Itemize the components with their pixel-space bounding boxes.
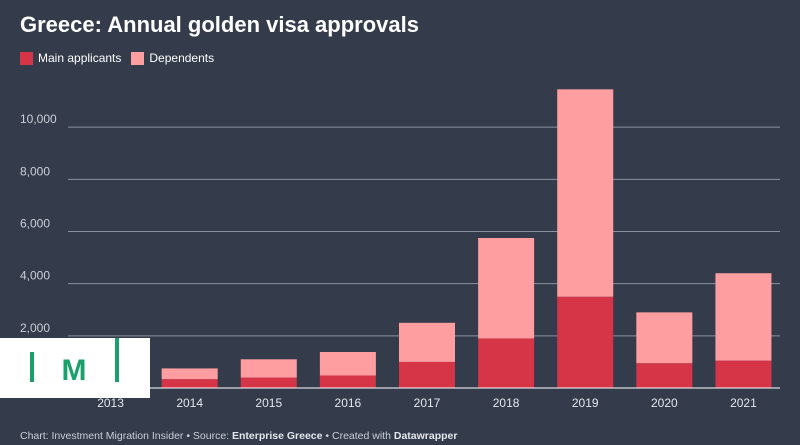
x-tick-label: 2017	[414, 396, 441, 410]
bar-dependents	[161, 368, 218, 380]
legend-label-main: Main applicants	[38, 51, 122, 65]
x-tick-label: 2018	[493, 396, 520, 410]
bar-dependents	[636, 312, 693, 364]
bar-main-applicants	[399, 361, 455, 388]
footer-source[interactable]: Enterprise Greece	[232, 430, 323, 442]
x-tick-label: 2021	[730, 396, 757, 410]
logo-bar-left	[30, 352, 34, 382]
chart-title: Greece: Annual golden visa approvals	[20, 12, 419, 37]
bar-main-applicants	[636, 363, 693, 388]
legend: Main applicants Dependents	[20, 51, 224, 65]
bar-dependents	[319, 352, 376, 376]
legend-label-dependents: Dependents	[149, 51, 215, 65]
legend-item-main: Main applicants	[20, 51, 121, 65]
bar-main-applicants	[715, 360, 772, 388]
bar-main-applicants	[161, 379, 218, 388]
logo-text: M	[62, 354, 87, 387]
x-tick-label: 2020	[651, 396, 678, 410]
footer-prefix: Chart: Investment Migration Insider • So…	[20, 430, 233, 442]
legend-swatch-dependents	[131, 51, 145, 65]
x-tick-label: 2015	[255, 396, 282, 410]
y-tick-label: 8,000	[20, 164, 50, 178]
bar-dependents	[557, 89, 614, 297]
x-tick-label: 2016	[335, 396, 362, 410]
bar-dependents	[399, 322, 455, 362]
footer-tool[interactable]: Datawrapper	[393, 430, 458, 442]
bar-main-applicants	[240, 377, 297, 388]
bar-dependents	[240, 359, 297, 378]
x-tick-label: 2014	[176, 396, 203, 410]
bar-dependents	[478, 238, 535, 339]
x-tick-label: 2013	[97, 396, 124, 410]
bar-main-applicants	[478, 338, 535, 388]
bar-main-applicants	[557, 296, 614, 388]
y-tick-label: 10,000	[20, 112, 57, 126]
bar-main-applicants	[319, 375, 376, 388]
logo-mark: M	[30, 338, 119, 387]
y-tick-label: 6,000	[20, 217, 50, 231]
logo-bar-right	[115, 338, 119, 382]
y-tick-label: 2,000	[20, 321, 50, 335]
legend-item-dependents: Dependents	[131, 51, 214, 65]
footer: Chart: Investment Migration Insider • So…	[20, 430, 457, 442]
logo: M	[0, 338, 150, 398]
x-tick-label: 2019	[572, 396, 599, 410]
y-tick-label: 4,000	[20, 269, 50, 283]
bar-dependents	[715, 273, 772, 361]
footer-middle: • Created with	[322, 430, 394, 442]
legend-swatch-main	[20, 51, 33, 65]
